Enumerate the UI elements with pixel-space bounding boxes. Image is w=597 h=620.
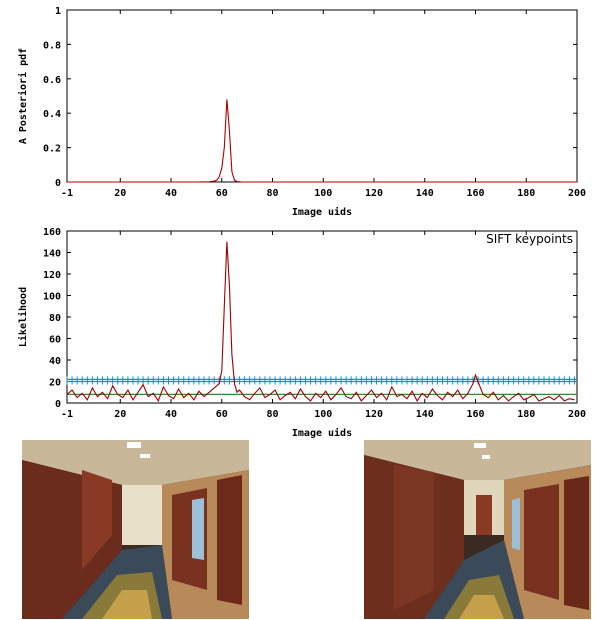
y-tick-label: 0.8 — [43, 40, 61, 51]
y-tick-label: 0.2 — [43, 144, 61, 155]
x-tick-label: 20 — [114, 188, 126, 199]
x-tick-label: 80 — [266, 188, 278, 199]
x-tick-label: 100 — [314, 409, 332, 420]
x-axis-ticks: -1 20 40 60 80 100 120 140 160 180 200 — [61, 10, 586, 199]
x-tick-label: -1 — [61, 188, 73, 199]
left-corridor-photo — [22, 440, 249, 619]
y-tick-label: 100 — [43, 292, 61, 303]
y-tick-label: 140 — [43, 249, 61, 260]
series-line — [66, 241, 575, 403]
x-tick-label: 140 — [416, 409, 434, 420]
x-tick-label: 60 — [216, 409, 228, 420]
threshold-lines — [66, 376, 577, 395]
likelihood-chart: 0 20 40 60 80 100 120 140 160 -1 20 40 60 80 100 120 14… — [17, 227, 586, 439]
x-tick-label: -1 — [61, 409, 73, 420]
y-tick-label: 120 — [43, 270, 61, 281]
y-tick-label: 20 — [49, 378, 61, 389]
y-axis-label: Likelihood — [17, 287, 29, 347]
x-tick-label: 120 — [365, 409, 383, 420]
y-axis-ticks: 0 20 40 60 80 100 120 140 160 — [43, 227, 577, 410]
y-tick-label: 0.6 — [43, 75, 61, 86]
y-tick-label: 0.4 — [43, 109, 61, 120]
y-tick-label: 160 — [43, 227, 61, 238]
x-tick-label: 20 — [114, 409, 126, 420]
y-tick-label: 40 — [49, 356, 61, 367]
y-axis-ticks: 0 0.2 0.4 0.6 0.8 1 — [43, 6, 577, 189]
y-tick-label: 0 — [55, 399, 61, 410]
y-tick-label: 80 — [49, 313, 61, 324]
x-tick-label: 40 — [165, 409, 177, 420]
x-axis-label: Image uids — [292, 427, 352, 439]
x-axis-ticks: -1 20 40 60 80 100 120 140 160 180 200 — [61, 231, 586, 420]
x-tick-label: 200 — [568, 188, 586, 199]
x-axis-label: Image uids — [292, 206, 352, 218]
posterior-pdf-chart: 0 0.2 0.4 0.6 0.8 1 -1 20 40 60 80 100 120 140 160 180… — [17, 6, 586, 218]
right-corridor-photo — [364, 440, 591, 619]
x-tick-label: 140 — [416, 188, 434, 199]
x-tick-label: 200 — [568, 409, 586, 420]
y-tick-label: 60 — [49, 335, 61, 346]
series-group — [67, 99, 577, 183]
x-tick-label: 40 — [165, 188, 177, 199]
legend-annotation: SIFT keypoints — [486, 232, 573, 246]
x-tick-label: 60 — [216, 188, 228, 199]
x-tick-label: 160 — [466, 409, 484, 420]
y-tick-label: 1 — [55, 6, 61, 17]
x-tick-label: 180 — [517, 409, 535, 420]
x-tick-label: 120 — [365, 188, 383, 199]
x-tick-label: 80 — [266, 409, 278, 420]
series-group — [66, 241, 575, 403]
plot-frame — [66, 9, 578, 183]
y-tick-label: 0 — [55, 178, 61, 189]
y-axis-label: A Posteriori pdf — [17, 48, 29, 144]
x-tick-label: 160 — [466, 188, 484, 199]
x-tick-label: 180 — [517, 188, 535, 199]
x-tick-label: 100 — [314, 188, 332, 199]
series-line — [67, 99, 577, 183]
